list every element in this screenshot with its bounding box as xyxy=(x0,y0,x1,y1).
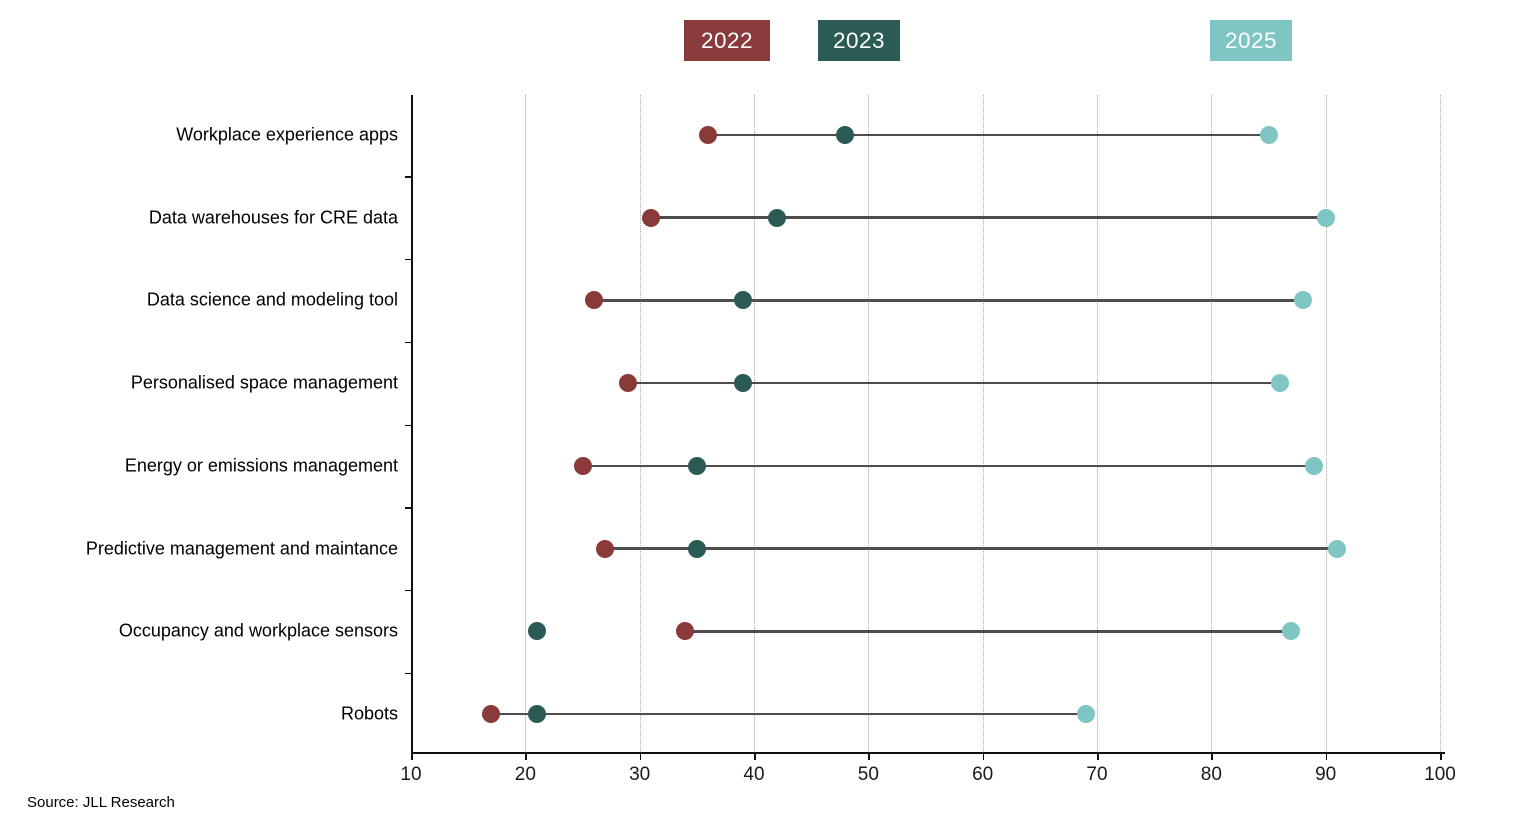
x-tick-label-70: 70 xyxy=(1086,764,1108,785)
dot-2023-predictive-management-and-maintance xyxy=(687,539,706,558)
connector-line-personalised-space-management xyxy=(628,381,1280,385)
y-boundary-tick xyxy=(405,341,412,344)
legend-label-2025: 2025 xyxy=(1224,27,1278,53)
legend-label-2022: 2022 xyxy=(700,27,754,53)
x-tick-label-80: 80 xyxy=(1200,764,1222,785)
x-tick-90 xyxy=(1325,752,1328,760)
x-tick-100 xyxy=(1440,752,1442,760)
dot-2022-workplace-experience-apps xyxy=(699,126,718,144)
category-label-workplace-experience-apps: Workplace experience apps xyxy=(176,124,398,145)
dot-2025-data-warehouses-for-cre-data xyxy=(1316,208,1335,227)
gridline-40 xyxy=(754,95,755,752)
dot-2023-personalised-space-management xyxy=(733,374,752,393)
gridline-100 xyxy=(1440,95,1441,752)
dot-2025-predictive-management-and-maintance xyxy=(1328,539,1347,558)
dot-2023-data-science-and-modeling-tool xyxy=(733,291,752,310)
dot-2023-workplace-experience-apps xyxy=(836,126,855,144)
dot-2022-personalised-space-management xyxy=(619,374,638,393)
dot-2025-personalised-space-management xyxy=(1270,374,1289,393)
dot-2022-occupancy-and-workplace-sensors xyxy=(676,622,695,641)
connector-line-energy-or-emissions-management xyxy=(582,464,1315,468)
x-tick-20 xyxy=(525,752,527,760)
y-boundary-tick xyxy=(405,672,412,674)
y-boundary-tick xyxy=(405,507,412,509)
category-label-personalised-space-management: Personalised space management xyxy=(130,372,398,393)
y-boundary-tick xyxy=(405,424,412,426)
dot-2023-robots xyxy=(527,705,546,723)
gridline-20 xyxy=(525,95,527,752)
legend-item-2022: 2022 xyxy=(684,20,770,61)
gridline-50 xyxy=(868,95,870,752)
legend-item-2025: 2025 xyxy=(1210,20,1292,61)
dot-2025-data-science-and-modeling-tool xyxy=(1293,291,1312,310)
category-label-data-science-and-modeling-tool: Data science and modeling tool xyxy=(146,289,398,310)
x-tick-label-40: 40 xyxy=(743,764,765,785)
legend: 2022 2023 2025 xyxy=(0,0,1530,70)
connector-line-data-science-and-modeling-tool xyxy=(593,299,1303,302)
connector-line-occupancy-and-workplace-sensors xyxy=(685,629,1292,633)
gridline-80 xyxy=(1211,95,1213,752)
gridline-90 xyxy=(1325,95,1327,752)
dot-2022-energy-or-emissions-management xyxy=(573,456,592,475)
x-tick-label-10: 10 xyxy=(400,764,422,785)
gridline-30 xyxy=(639,95,641,752)
connector-line-data-warehouses-for-cre-data xyxy=(651,216,1326,219)
x-tick-label-30: 30 xyxy=(629,764,651,785)
x-tick-40 xyxy=(754,752,756,760)
dot-2022-data-warehouses-for-cre-data xyxy=(642,208,661,227)
category-label-data-warehouses-for-cre-data: Data warehouses for CRE data xyxy=(148,207,398,228)
x-tick-label-20: 20 xyxy=(514,764,536,785)
dot-2025-workplace-experience-apps xyxy=(1259,126,1278,144)
x-axis-line xyxy=(411,752,1445,754)
dot-2022-predictive-management-and-maintance xyxy=(596,539,615,558)
legend-item-2023: 2023 xyxy=(818,20,900,61)
y-boundary-tick xyxy=(405,589,412,592)
legend-label-2023: 2023 xyxy=(832,27,886,53)
dot-2025-occupancy-and-workplace-sensors xyxy=(1282,622,1301,641)
category-label-predictive-management-and-maintance: Predictive management and maintance xyxy=(85,538,398,559)
x-tick-label-50: 50 xyxy=(857,764,879,785)
x-tick-label-100: 100 xyxy=(1424,764,1456,785)
x-tick-label-60: 60 xyxy=(972,764,994,785)
dot-2022-robots xyxy=(482,705,501,723)
gridline-60 xyxy=(982,95,984,752)
x-tick-60 xyxy=(982,752,985,760)
x-tick-70 xyxy=(1097,752,1099,760)
dot-2025-energy-or-emissions-management xyxy=(1305,456,1324,475)
dot-2022-data-science-and-modeling-tool xyxy=(584,291,603,310)
y-axis-line xyxy=(411,95,413,752)
y-boundary-tick xyxy=(405,176,412,178)
dot-2023-occupancy-and-workplace-sensors xyxy=(527,622,546,641)
connector-line-predictive-management-and-maintance xyxy=(605,547,1338,550)
category-label-occupancy-and-workplace-sensors: Occupancy and workplace sensors xyxy=(118,620,398,641)
x-tick-30 xyxy=(639,752,642,760)
connector-line-robots xyxy=(491,712,1086,716)
y-boundary-tick xyxy=(405,259,412,261)
dot-2025-robots xyxy=(1076,705,1095,723)
connector-line-workplace-experience-apps xyxy=(708,133,1269,137)
x-tick-label-90: 90 xyxy=(1315,764,1337,785)
source-note: Source: JLL Research xyxy=(27,794,175,811)
gridline-70 xyxy=(1097,95,1098,752)
category-label-energy-or-emissions-management: Energy or emissions management xyxy=(124,455,398,476)
x-tick-80 xyxy=(1211,752,1213,760)
category-label-robots: Robots xyxy=(340,703,398,724)
dot-2023-data-warehouses-for-cre-data xyxy=(767,208,786,227)
dot-2023-energy-or-emissions-management xyxy=(687,456,706,475)
x-tick-10 xyxy=(411,752,413,760)
x-tick-50 xyxy=(868,752,870,760)
